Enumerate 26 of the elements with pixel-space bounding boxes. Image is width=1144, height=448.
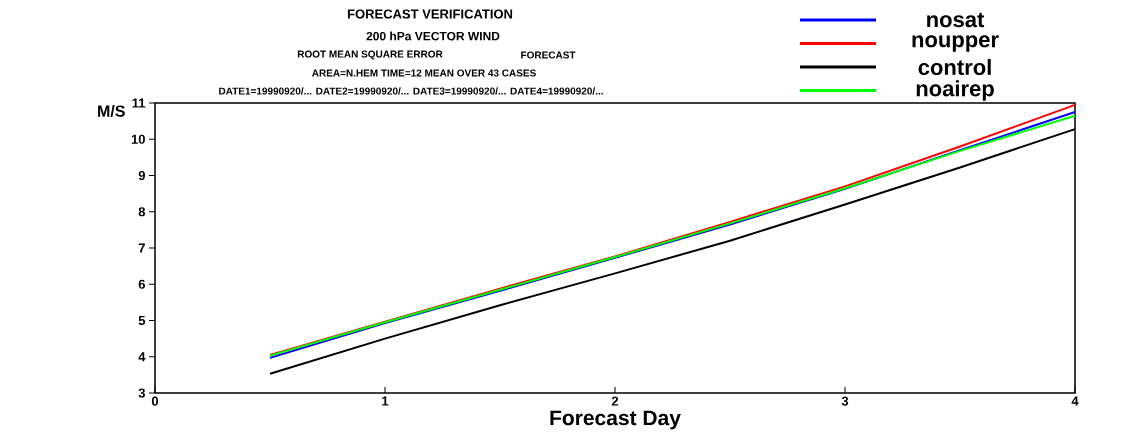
- legend-label: noupper: [912, 35, 999, 52]
- legend-label: noairep: [916, 80, 994, 101]
- x-tick-label: 3: [841, 396, 849, 406]
- x-tick-label: 4: [1071, 396, 1079, 406]
- y-tick-label: 5: [138, 315, 146, 326]
- text: AREA=N.HEM TIME=12 MEAN OVER 43 CASES: [312, 69, 536, 77]
- text: DATE1=19990920/... DATE2=19990920/... DATE3=19990920/... DATE4=19990920/...: [219, 87, 603, 95]
- legend-label: nosat: [927, 12, 985, 28]
- chart-title: FORECAST VERIFICATION: [347, 9, 513, 19]
- legend-label: control: [918, 58, 991, 76]
- y-tick-label: 4: [138, 352, 146, 362]
- x-tick-label: 1: [382, 396, 389, 406]
- y-tick-label: 8: [138, 207, 146, 217]
- y-tick-label: 3: [138, 388, 145, 398]
- chart-subtitle: 200 hPa VECTOR WIND: [366, 31, 500, 41]
- text: ROOT MEAN SQUARE ERROR: [297, 50, 443, 60]
- x-axis-title: Forecast Day: [550, 410, 681, 430]
- x-tick-label: 2: [611, 396, 619, 406]
- y-tick-label: 10: [131, 134, 145, 144]
- x-tick-label: 0: [151, 396, 159, 406]
- y-tick-label: 11: [132, 98, 146, 108]
- y-tick-label: 6: [138, 279, 145, 289]
- y-tick-label: 7: [138, 243, 145, 253]
- text: FORECAST: [521, 51, 576, 59]
- y-axis-title: M/S: [98, 105, 125, 117]
- y-tick-label: 9: [138, 170, 145, 181]
